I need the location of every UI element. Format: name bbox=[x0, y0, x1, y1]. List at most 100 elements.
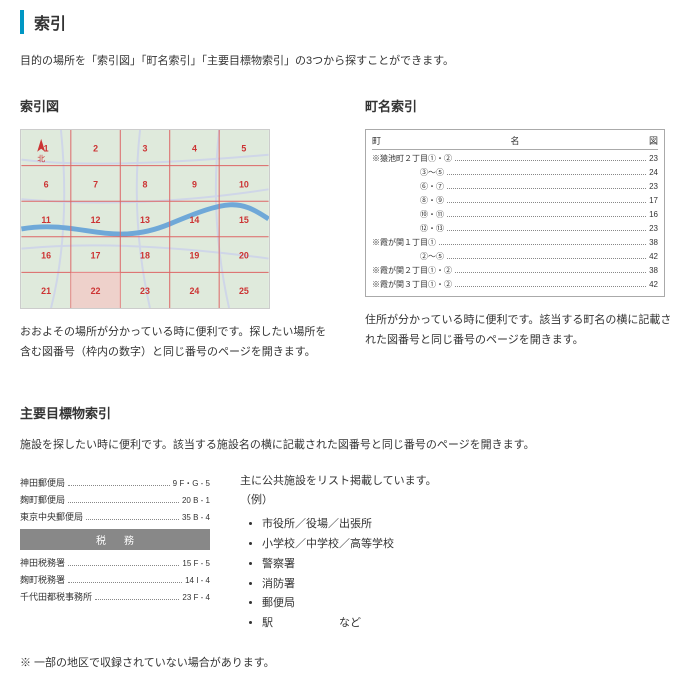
svg-text:4: 4 bbox=[192, 144, 197, 154]
landmark-heading: 主要目標物索引 bbox=[20, 403, 680, 422]
town-row-page: 16 bbox=[649, 210, 658, 219]
town-row-label: ⑥・⑦ bbox=[372, 181, 444, 192]
town-row: ⑥・⑦ 23 bbox=[372, 181, 658, 192]
landmark-row-label: 神田郵便局 bbox=[20, 476, 65, 489]
landmark-row: 麹町郵便局 20 B - 1 bbox=[20, 493, 210, 506]
svg-text:17: 17 bbox=[91, 251, 101, 261]
landmark-desc: 施設を探したい時に便利です。該当する施設名の横に記載された図番号と同じ番号のペー… bbox=[20, 436, 680, 452]
town-row: ⑫・⑬ 23 bbox=[372, 223, 658, 234]
town-row-page: 38 bbox=[649, 238, 658, 247]
svg-text:9: 9 bbox=[192, 179, 197, 189]
town-row-page: 42 bbox=[649, 280, 658, 289]
landmark-row-ref: 20 B - 1 bbox=[182, 496, 210, 505]
svg-text:14: 14 bbox=[190, 215, 200, 225]
town-index-heading: 町名索引 bbox=[365, 96, 680, 115]
landmark-list-item: 消防署 bbox=[262, 575, 680, 595]
town-row: ②～⑤ 42 bbox=[372, 251, 658, 262]
town-row-label: ②～⑤ bbox=[372, 251, 444, 262]
town-row: ③～⑤24 bbox=[372, 167, 658, 178]
town-row: ※霞が関３丁目①・② 42 bbox=[372, 279, 658, 290]
landmark-row-ref: 23 F - 4 bbox=[182, 593, 210, 602]
landmark-row-label: 麹町税務署 bbox=[20, 573, 65, 586]
town-row-label: ⑧・⑨ bbox=[372, 195, 444, 206]
landmark-list-item: 郵便局 bbox=[262, 594, 680, 614]
landmark-row: 麹町税務署 14 I - 4 bbox=[20, 573, 210, 586]
svg-text:21: 21 bbox=[41, 286, 51, 296]
town-row: ⑧・⑨ 17 bbox=[372, 195, 658, 206]
landmark-row-label: 麹町郵便局 bbox=[20, 493, 65, 506]
section-index-map: 索引図 bbox=[20, 96, 335, 363]
town-header-mid: 名 bbox=[392, 134, 638, 147]
svg-text:18: 18 bbox=[140, 251, 150, 261]
svg-text:5: 5 bbox=[241, 144, 246, 154]
landmark-list-item: 警察署 bbox=[262, 555, 680, 575]
landmark-row-label: 東京中央郵便局 bbox=[20, 510, 83, 523]
svg-text:13: 13 bbox=[140, 215, 150, 225]
landmark-list-item: 小学校／中学校／高等学校 bbox=[262, 535, 680, 555]
landmark-row-ref: 35 B - 4 bbox=[182, 513, 210, 522]
svg-text:10: 10 bbox=[239, 179, 249, 189]
svg-text:23: 23 bbox=[140, 286, 150, 296]
svg-text:6: 6 bbox=[44, 179, 49, 189]
footnote: ※ 一部の地区で収録されていない場合があります。 bbox=[20, 654, 680, 670]
landmark-table: 神田郵便局 9 F・G - 5 麹町郵便局 20 B - 1 東京中央郵便局 35 B -… bbox=[20, 472, 210, 634]
svg-text:8: 8 bbox=[143, 179, 148, 189]
svg-text:24: 24 bbox=[190, 286, 200, 296]
svg-text:3: 3 bbox=[143, 144, 148, 154]
town-row-page: 24 bbox=[649, 168, 658, 177]
landmark-row-label: 千代田都税事務所 bbox=[20, 590, 92, 603]
town-row-label: ※霞が関２丁目①・② bbox=[372, 265, 452, 276]
index-map-image: 1234567891011121314151617181920212223242… bbox=[20, 129, 270, 309]
svg-text:16: 16 bbox=[41, 251, 51, 261]
town-row-label: ※猿池町２丁目①・② bbox=[372, 153, 452, 164]
town-row: ※猿池町２丁目①・②23 bbox=[372, 153, 658, 164]
town-row-label: ⑫・⑬ bbox=[372, 223, 444, 234]
town-row-page: 23 bbox=[649, 224, 658, 233]
town-row: ※霞が関２丁目①・② 38 bbox=[372, 265, 658, 276]
svg-text:2: 2 bbox=[93, 144, 98, 154]
svg-text:15: 15 bbox=[239, 215, 249, 225]
svg-text:北: 北 bbox=[37, 155, 45, 164]
landmark-right-intro1: 主に公共施設をリスト掲載しています。 bbox=[240, 472, 680, 492]
town-row-page: 42 bbox=[649, 252, 658, 261]
landmark-row: 東京中央郵便局 35 B - 4 bbox=[20, 510, 210, 523]
page-title: 索引 bbox=[20, 10, 680, 34]
landmark-row-ref: 15 F - 5 bbox=[182, 559, 210, 568]
svg-text:7: 7 bbox=[93, 179, 98, 189]
landmark-row: 神田税務署 15 F - 5 bbox=[20, 556, 210, 569]
index-map-caption: おおよその場所が分かっている時に便利です。探したい場所を含む図番号（枠内の数字）… bbox=[20, 323, 335, 363]
svg-text:25: 25 bbox=[239, 286, 249, 296]
index-map-svg: 1234567891011121314151617181920212223242… bbox=[21, 130, 269, 308]
town-index-table: 町 名 図 ※猿池町２丁目①・②23 ③～⑤24 ⑥・⑦23 ⑧・⑨17 ⑩・⑪… bbox=[365, 129, 665, 297]
town-row-label: ※霞が関１丁目① bbox=[372, 237, 436, 248]
landmark-row: 千代田都税事務所 23 F - 4 bbox=[20, 590, 210, 603]
svg-text:12: 12 bbox=[91, 215, 101, 225]
section-landmark-index: 主要目標物索引 施設を探したい時に便利です。該当する施設名の横に記載された図番号… bbox=[20, 403, 680, 670]
town-row-page: 38 bbox=[649, 266, 658, 275]
landmark-row-ref: 9 F・G - 5 bbox=[173, 478, 210, 489]
landmark-list: 市役所／役場／出張所小学校／中学校／高等学校警察署消防署郵便局駅 など bbox=[262, 515, 680, 634]
town-row-page: 23 bbox=[649, 182, 658, 191]
town-index-header: 町 名 図 bbox=[372, 132, 658, 150]
landmark-row-label: 神田税務署 bbox=[20, 556, 65, 569]
svg-text:1: 1 bbox=[44, 144, 49, 154]
town-row: ※霞が関１丁目① 38 bbox=[372, 237, 658, 248]
town-row-label: ※霞が関３丁目①・② bbox=[372, 279, 452, 290]
town-index-caption: 住所が分かっている時に便利です。該当する町名の横に記載された図番号と同じ番号のペ… bbox=[365, 311, 680, 351]
landmark-row: 神田郵便局 9 F・G - 5 bbox=[20, 476, 210, 489]
intro-text: 目的の場所を「索引図」「町名索引」「主要目標物索引」の3つから探すことができます… bbox=[20, 52, 680, 68]
town-header-right: 図 bbox=[638, 134, 658, 147]
landmark-right: 主に公共施設をリスト掲載しています。 （例） 市役所／役場／出張所小学校／中学校… bbox=[240, 472, 680, 634]
landmark-list-item: 市役所／役場／出張所 bbox=[262, 515, 680, 535]
svg-text:19: 19 bbox=[190, 251, 200, 261]
svg-text:11: 11 bbox=[41, 215, 50, 225]
svg-text:22: 22 bbox=[91, 286, 101, 296]
landmark-row-ref: 14 I - 4 bbox=[185, 576, 210, 585]
landmark-right-intro2: （例） bbox=[240, 491, 680, 511]
index-map-heading: 索引図 bbox=[20, 96, 335, 115]
svg-text:20: 20 bbox=[239, 251, 249, 261]
town-row: ⑩・⑪16 bbox=[372, 209, 658, 220]
town-row-page: 17 bbox=[649, 196, 658, 205]
section-town-index: 町名索引 町 名 図 ※猿池町２丁目①・②23 ③～⑤24 ⑥・⑦23 ⑧・⑨1… bbox=[365, 96, 680, 363]
town-header-left: 町 bbox=[372, 134, 392, 147]
